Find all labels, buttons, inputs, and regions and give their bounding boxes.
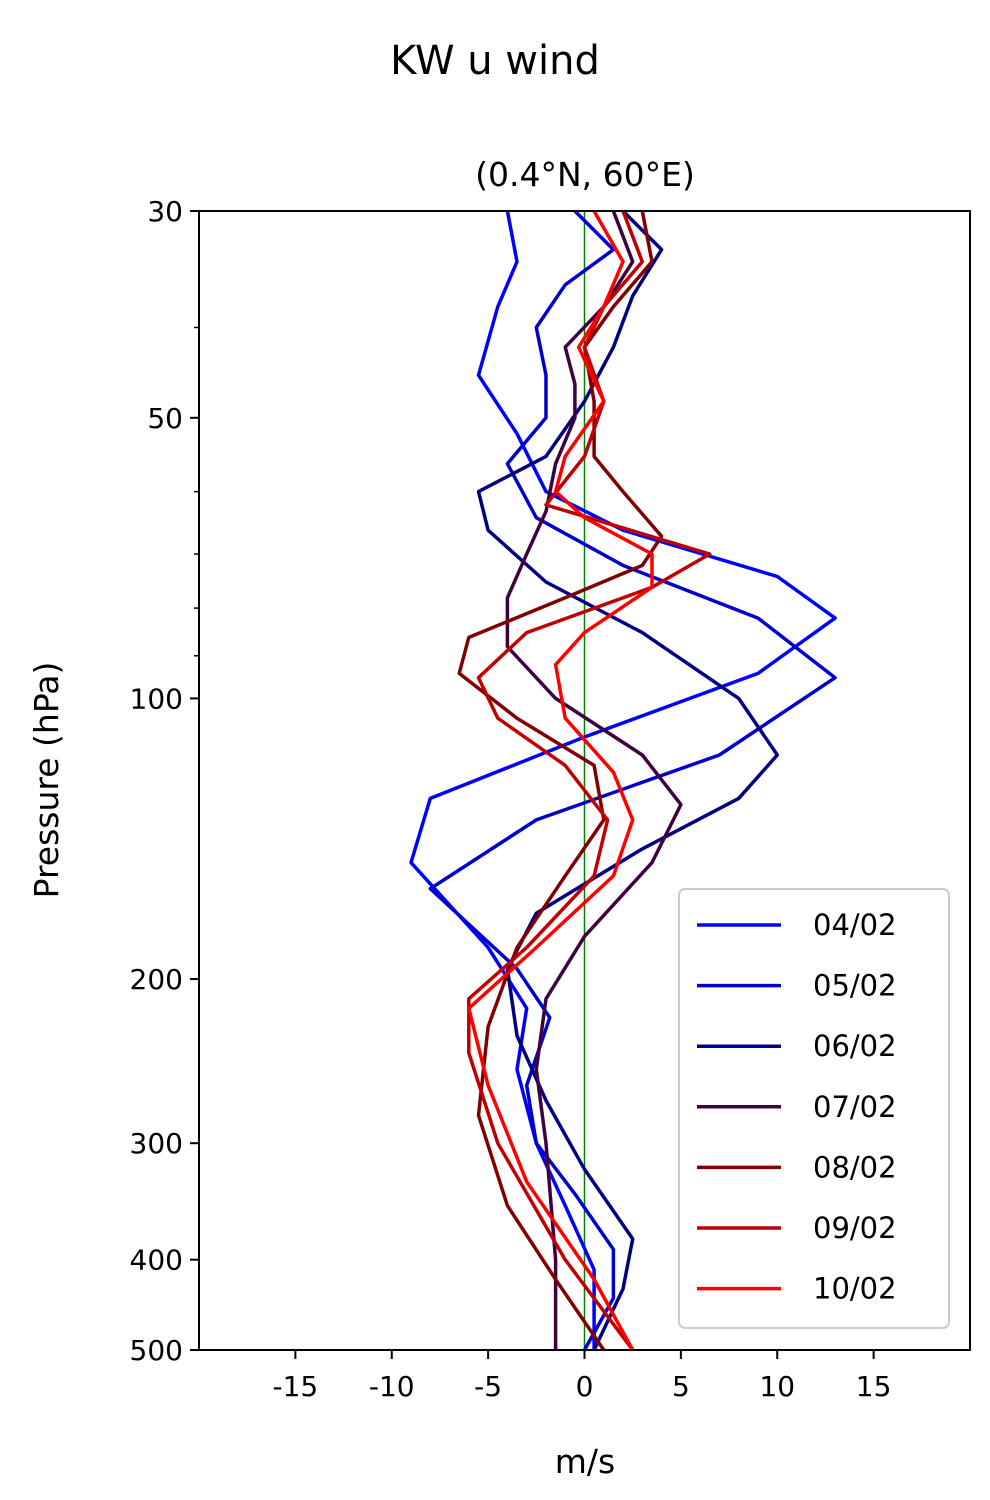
x-tick-label: -15 bbox=[273, 1370, 319, 1403]
chart-title: KW u wind bbox=[390, 38, 600, 84]
legend-label: 08/02 bbox=[813, 1150, 897, 1184]
y-tick-label: 200 bbox=[130, 963, 183, 996]
legend-label: 07/02 bbox=[813, 1090, 897, 1124]
series-line bbox=[428, 209, 837, 1351]
legend-label: 10/02 bbox=[813, 1272, 897, 1306]
legend-label: 04/02 bbox=[813, 908, 897, 942]
series-line bbox=[409, 210, 837, 1350]
series-line bbox=[467, 210, 712, 1352]
y-tick-label: 500 bbox=[130, 1334, 183, 1367]
x-tick-label: 10 bbox=[759, 1370, 795, 1403]
y-tick-label: 400 bbox=[130, 1244, 183, 1277]
series-line bbox=[476, 209, 780, 1351]
plot-frame bbox=[198, 210, 971, 1351]
y-axis-label: Pressure (hPa) bbox=[27, 662, 66, 899]
y-tick-label: 300 bbox=[130, 1127, 183, 1160]
x-tick-label: 15 bbox=[856, 1370, 892, 1403]
y-tick-label: 50 bbox=[147, 402, 183, 435]
series-line bbox=[457, 210, 664, 1351]
series-lines bbox=[409, 209, 837, 1352]
x-axis-label: m/s bbox=[555, 1442, 615, 1481]
series-line bbox=[505, 210, 683, 1350]
legend-box bbox=[678, 888, 950, 1329]
x-tick-label: -5 bbox=[474, 1370, 502, 1403]
series-line bbox=[467, 210, 654, 1351]
y-tick-label: 30 bbox=[147, 195, 183, 228]
chart-subtitle: (0.4°N, 60°E) bbox=[475, 155, 695, 194]
x-tick-label: 0 bbox=[576, 1370, 594, 1403]
x-tick-label: -10 bbox=[369, 1370, 415, 1403]
axis-ticks: -15 -10 -5 0 5 10 15 30 50 100 200 300 400 500 bbox=[130, 195, 892, 1403]
legend-label: 09/02 bbox=[813, 1211, 897, 1245]
legend: 04/02 05/02 06/02 07/02 08/02 09/02 10/02 bbox=[678, 888, 950, 1329]
x-tick-label: 5 bbox=[672, 1370, 690, 1403]
legend-label: 06/02 bbox=[813, 1029, 897, 1063]
y-tick-label: 100 bbox=[130, 682, 183, 715]
legend-label: 05/02 bbox=[813, 969, 897, 1003]
